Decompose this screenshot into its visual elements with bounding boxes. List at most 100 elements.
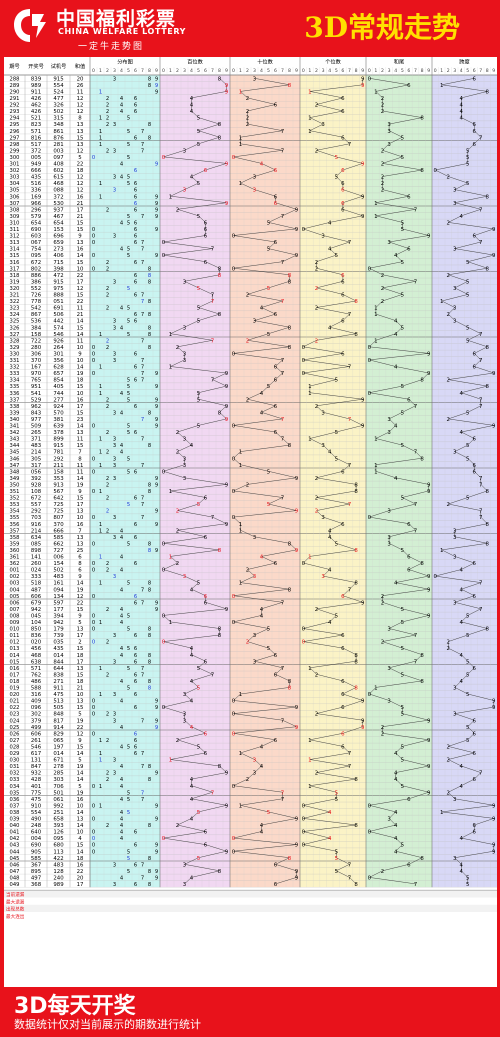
draw-number: 260 [31, 561, 42, 567]
hundreds-mark: 6 [204, 496, 208, 502]
span-mark: 6 [473, 751, 477, 757]
draw-number: 499 [31, 725, 42, 731]
draw-number: 483 [31, 443, 41, 449]
issue-number: 316 [10, 260, 20, 266]
issue-number: 318 [10, 273, 20, 279]
tens-mark: 4 [260, 823, 264, 829]
sum-tail-mark: 2 [381, 175, 384, 181]
ones-mark: 6 [341, 279, 345, 285]
ones-mark: 8 [354, 482, 358, 488]
distribution-mark: 1 [99, 738, 102, 744]
trial-number: 781 [53, 450, 63, 456]
tens-mark: 9 [295, 843, 299, 849]
sum-tail-mark: 4 [394, 836, 398, 842]
draw-number: 541 [31, 391, 41, 397]
draw-number: 462 [31, 103, 41, 109]
issue-number: 327 [10, 332, 20, 338]
span-mark: 6 [473, 463, 477, 469]
digit-label: 8 [148, 68, 151, 74]
sum-value: 18 [77, 653, 84, 659]
sum-tail-mark: 9 [427, 718, 431, 724]
hundreds-mark: 4 [190, 96, 194, 102]
distribution-mark: 0 [92, 351, 95, 357]
tens-mark: 4 [260, 555, 264, 561]
ones-mark: 6 [341, 135, 345, 141]
sum-value: 15 [77, 443, 84, 449]
distribution-mark: 9 [155, 849, 158, 855]
issue-number: 317 [10, 266, 20, 272]
distribution-mark: 6 [134, 188, 137, 194]
draw-number: 679 [31, 600, 42, 606]
digit-label: 4 [260, 68, 263, 74]
tens-mark: 0 [232, 234, 236, 240]
digit-label: 3 [388, 68, 391, 74]
span-mark: 8 [486, 541, 490, 547]
tens-mark: 0 [232, 266, 236, 272]
tens-mark: 7 [281, 496, 284, 502]
draw-number: 962 [31, 404, 41, 410]
sum-value: 14 [77, 365, 84, 371]
sum-tail-mark: 7 [414, 502, 417, 508]
trial-number: 301 [53, 351, 63, 357]
ones-mark: 3 [321, 122, 324, 128]
tens-mark: 9 [295, 476, 299, 482]
sum-value: 9 [78, 489, 82, 495]
issue-number: 049 [10, 882, 20, 888]
distribution-mark: 1 [99, 142, 102, 148]
distribution-mark: 6 [134, 561, 137, 567]
sum-value: 13 [77, 541, 84, 547]
hundreds-mark: 2 [176, 528, 179, 534]
hundreds-mark: 5 [197, 666, 200, 672]
sum-tail-mark: 1 [374, 338, 377, 344]
trial-number: 128 [53, 869, 64, 875]
tens-mark: 7 [281, 790, 284, 796]
distribution-mark: 3 [113, 535, 116, 541]
draw-number: 317 [31, 463, 41, 469]
issue-number: 043 [10, 843, 20, 849]
issue-number: 329 [10, 345, 20, 351]
issue-number: 003 [10, 581, 20, 587]
distribution-mark: 3 [113, 712, 116, 718]
ones-mark: 5 [335, 155, 338, 161]
digit-label: 4 [190, 68, 193, 74]
tens-mark: 1 [239, 89, 242, 95]
ones-mark: 0 [302, 345, 306, 351]
trial-number: 725 [53, 509, 63, 515]
sum-value: 19 [77, 790, 84, 796]
trial-number: 585 [53, 535, 63, 541]
trial-number: 393 [53, 823, 63, 829]
span-mark: 8 [486, 384, 490, 390]
ones-mark: 3 [321, 515, 324, 521]
distribution-mark: 2 [106, 404, 109, 410]
distribution-mark: 0 [92, 803, 95, 809]
trial-number: 035 [53, 640, 63, 646]
span-mark: 3 [453, 319, 456, 325]
sum-tail-mark: 9 [427, 351, 431, 357]
distribution-mark: 3 [113, 410, 116, 416]
distribution-mark: 9 [155, 705, 158, 711]
draw-number: 306 [31, 351, 42, 357]
distribution-mark: 1 [99, 332, 102, 338]
tens-mark: 1 [239, 803, 242, 809]
distribution-mark: 8 [148, 332, 151, 338]
sum-value: 22 [77, 869, 84, 875]
trial-number: 315 [53, 116, 63, 122]
hundreds-mark: 9 [225, 201, 229, 207]
trial-number: 725 [53, 502, 63, 508]
sum-tail-mark: 8 [420, 653, 424, 659]
distribution-mark: 6 [134, 659, 137, 665]
hundreds-mark: 8 [218, 312, 222, 318]
distribution-mark: 6 [134, 273, 137, 279]
issue-number: 034 [10, 784, 21, 790]
hundreds-mark: 5 [197, 306, 200, 312]
sum-tail-mark: 0 [368, 803, 372, 809]
issue-number: 313 [10, 240, 20, 246]
tens-mark: 1 [239, 692, 242, 698]
tens-mark: 1 [239, 581, 242, 587]
sum-tail-mark: 2 [381, 96, 384, 102]
distribution-mark: 6 [134, 679, 137, 685]
distribution-mark: 9 [155, 725, 158, 731]
distribution-mark: 3 [113, 443, 116, 449]
distribution-mark: 8 [148, 489, 151, 495]
distribution-mark: 8 [148, 659, 151, 665]
